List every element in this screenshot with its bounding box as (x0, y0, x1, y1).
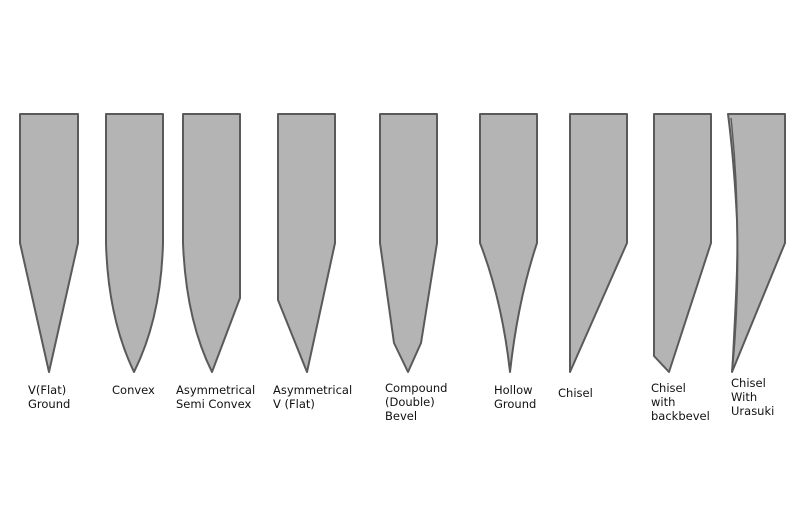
label-asymmetrical-semi-convex: Asymmetrical Semi Convex (176, 383, 256, 411)
blade-asymmetrical-semi-convex (182, 113, 241, 373)
label-hollow-ground: Hollow Ground (494, 383, 537, 411)
label-compound-double-bevel: Compound (Double) Bevel (385, 381, 448, 423)
label-asymmetrical-v-flat: Asymmetrical V (Flat) (273, 383, 353, 411)
label-chisel-with-urasuki: Chisel With Urasuki (731, 376, 775, 418)
label-v-flat-ground: V(Flat) Ground (28, 383, 71, 411)
blade-chisel (569, 113, 628, 373)
label-convex: Convex (112, 383, 155, 397)
blade-asymmetrical-v-flat (277, 113, 336, 373)
blade-convex (105, 113, 164, 373)
label-chisel: Chisel (558, 386, 593, 400)
urasuki-hollow-line (730, 117, 738, 371)
label-chisel-with-backbevel: Chisel with backbevel (651, 381, 710, 423)
blade-v-flat-ground (19, 113, 79, 373)
blade-compound-double-bevel (379, 113, 438, 373)
blade-hollow-ground (479, 113, 538, 373)
blade-chisel-with-backbevel (653, 113, 712, 373)
